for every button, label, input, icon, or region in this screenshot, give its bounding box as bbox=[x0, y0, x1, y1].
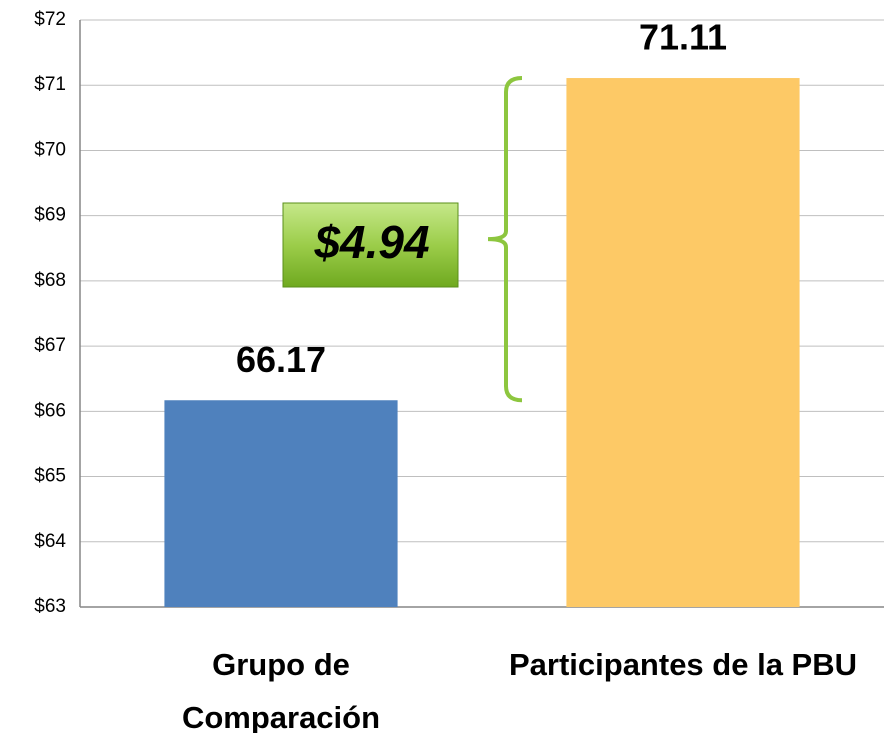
y-tick-label: $69 bbox=[34, 205, 66, 226]
x-tick-label: Grupo de Comparación bbox=[181, 647, 381, 733]
y-tick-label: $71 bbox=[34, 74, 66, 95]
bar bbox=[566, 78, 800, 607]
annotation-box bbox=[282, 202, 459, 288]
y-tick-label: $65 bbox=[34, 466, 66, 487]
y-tick-label: $64 bbox=[34, 531, 66, 552]
y-tick-label: $68 bbox=[34, 270, 66, 291]
bar bbox=[164, 400, 398, 607]
y-tick-label: $63 bbox=[34, 596, 66, 617]
value-label: 71.11 bbox=[639, 17, 727, 58]
x-tick-label: Participantes de la PBU bbox=[508, 647, 857, 682]
y-tick-label: $70 bbox=[34, 139, 66, 160]
bracket bbox=[487, 76, 523, 403]
y-tick-label: $67 bbox=[34, 335, 66, 356]
y-tick-label: $66 bbox=[34, 400, 66, 421]
value-label: 66.17 bbox=[236, 339, 326, 380]
annotation: $4.94 bbox=[313, 216, 429, 268]
y-tick-label: $72 bbox=[34, 9, 66, 30]
